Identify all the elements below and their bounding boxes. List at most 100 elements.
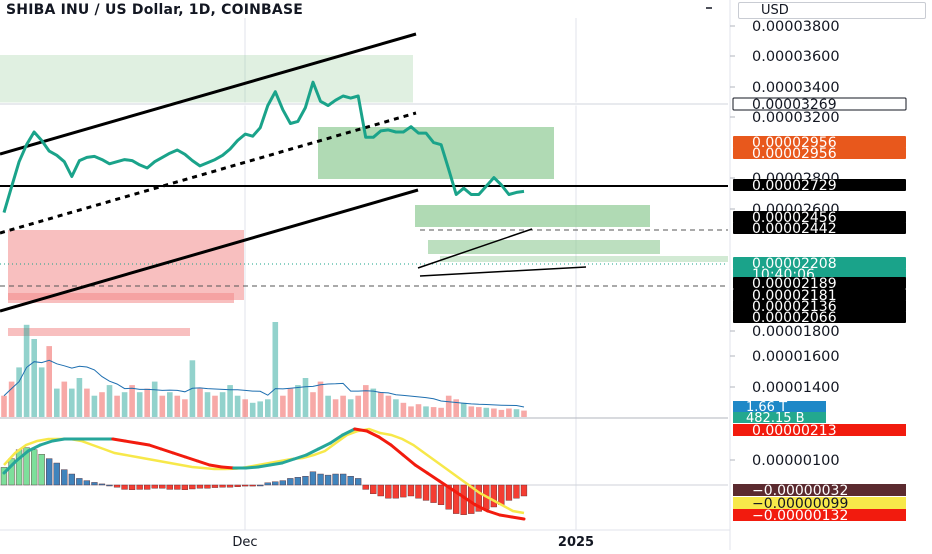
volume-bar [295,385,301,417]
macd-histogram-bar [38,454,45,486]
signal-line-segment [256,463,272,469]
signal-line-segment [474,503,490,513]
macd-histogram-bar [106,484,113,487]
signal-line-segment [280,457,296,465]
price-axis-tick: 0.00003400 [752,80,840,96]
volume-bar [106,385,113,417]
volume-bar [430,407,437,417]
signal-line-segment [38,439,54,447]
volume-bar [84,388,90,417]
volume-bar [287,388,294,417]
signal-line-segment [208,463,224,469]
volume-bar [136,392,143,417]
signal-line-segment [486,509,502,517]
signal-line-segment [14,449,30,463]
price-label-box [733,257,906,269]
volume-bar [204,392,211,417]
signal-line-segment [316,441,332,451]
macd-histogram-bar [415,484,422,499]
volume-bar [280,395,286,417]
macd-histogram-bar [23,447,30,486]
time-axis-label: 2025 [558,535,594,550]
signal-line-segment [183,455,199,463]
price-label-text: 0.00002729 [752,178,837,194]
volume-bar [340,395,346,417]
macd-histogram-bar [475,484,482,512]
volume-ma-line [3,359,525,408]
price-label-text: 0.00002442 [752,221,837,237]
price-axis-tick: 0.00001600 [752,349,840,365]
macd-histogram-bar [355,478,362,486]
macd-histogram-bar [159,484,166,489]
volume-bar [174,395,181,417]
macd-histogram-bar [46,458,53,486]
macd-label-text: 0.00000213 [752,423,837,439]
volume-label-box [733,401,826,412]
volume-bar [46,346,52,417]
volume-bar [363,385,369,417]
volume-bar [332,399,339,417]
zone-green-3 [428,240,660,254]
macd-histogram-bar [257,484,264,487]
macd-histogram-bar [340,473,347,486]
price-axis-tick: 0.00003200 [752,110,840,126]
currency-selector[interactable]: USD [738,2,926,19]
macd-histogram-bar [91,482,98,486]
volume-bar [370,388,377,417]
macd-histogram-bar [226,484,234,488]
signal-line-segment [244,465,260,470]
macd-histogram-bar [392,484,399,499]
macd-histogram-bar [294,477,301,486]
macd-histogram-bar [219,484,226,488]
signal-line-segment [462,495,478,507]
price-axis-tick: 0.00003800 [752,19,840,35]
signal-line-segment [341,427,357,437]
macd-histogram-bar [174,484,181,490]
wedge-lower-line [419,266,587,277]
macd-histogram-bar [490,484,497,508]
signal-line-segment [123,439,139,445]
macd-label-box [733,509,906,521]
macd-histogram-bar [324,474,332,486]
signal-line-segment [498,513,514,519]
macd-histogram-bar [385,484,392,499]
price-axis-tick: 0.00003600 [752,49,840,65]
macd-histogram-bar [196,484,204,489]
volume-bar [468,406,475,417]
macd-label-box [733,424,906,436]
macd-histogram-bar [302,476,309,486]
volume-bar [325,395,331,417]
price-label-box [733,300,906,312]
signal-line-segment [329,433,345,445]
macd-histogram-bar [143,484,151,490]
price-label-text: 0.00002066 [752,310,837,326]
price-axis-tick: 0.00001800 [752,324,840,340]
price-label-box [733,222,906,234]
channel-mid-line [0,111,417,235]
macd-histogram-bar [234,484,241,487]
signal-line-segment [26,443,42,453]
signal-line-segment [111,437,127,443]
volume-bar [249,402,256,417]
volume-bar [151,381,158,417]
price-label-text: 0.00002956 [752,146,837,162]
volume-bar [460,402,467,417]
volume-bar [227,385,233,417]
signal-line-segment [50,437,66,443]
volume-bar [385,395,392,417]
macd-label-box [733,484,906,496]
zone-red-3 [8,328,190,336]
signal-line-segment [220,465,236,470]
signal-line-segment [401,453,417,467]
signal-line-segment [510,515,526,521]
macd-histogram-bar [211,484,219,488]
macd-histogram-bar [61,469,68,486]
volume-bar [99,392,105,417]
price-label-box [732,97,907,111]
volume-bar [302,378,309,417]
macd-histogram-bar [520,484,528,497]
volume-bar [317,381,324,417]
volume-bar [197,388,203,417]
